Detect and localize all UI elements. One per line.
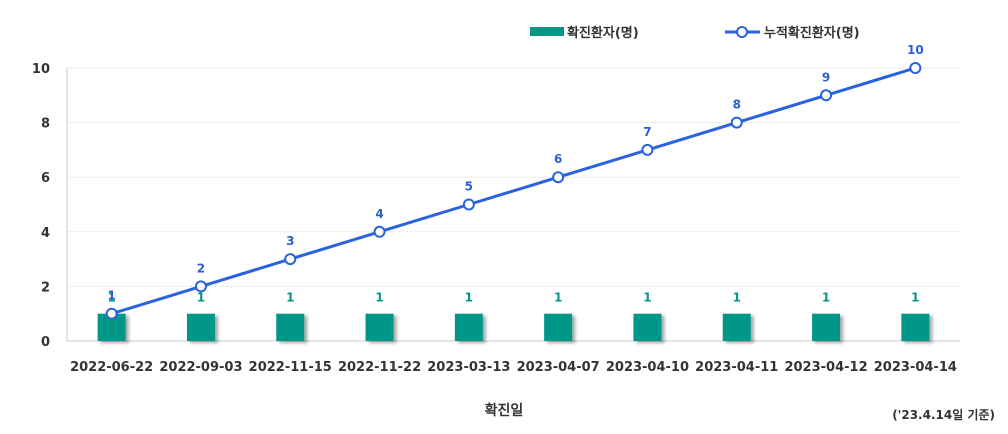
bar-data-label: 1 xyxy=(197,291,205,305)
line-data-label: 9 xyxy=(822,70,830,84)
bar xyxy=(454,313,483,341)
bar xyxy=(365,313,394,341)
line-point xyxy=(641,143,654,156)
line-data-label: 6 xyxy=(554,152,562,166)
x-tick-label: 2022-06-22 xyxy=(70,360,153,375)
x-tick-label: 2023-04-14 xyxy=(874,360,957,375)
line-point xyxy=(373,225,386,238)
legend-bar-label: 확진환자(명) xyxy=(567,25,639,41)
bar-data-label: 1 xyxy=(911,291,919,305)
y-tick-label: 6 xyxy=(41,171,50,186)
bar-data-label: 1 xyxy=(286,291,294,305)
y-tick-label: 0 xyxy=(41,335,50,350)
legend-bar-swatch xyxy=(530,27,564,36)
line-point xyxy=(105,307,118,320)
line-point xyxy=(730,116,743,129)
x-tick-label: 2023-04-07 xyxy=(517,360,600,375)
line-data-label: 1 xyxy=(107,289,115,303)
legend-line-marker xyxy=(736,26,748,38)
x-axis: 2022-06-22 2022-09-03 2022-11-15 2022-11-22… xyxy=(67,340,960,375)
legend: 확진환자(명) 누적확진환자(명) xyxy=(530,25,860,41)
x-axis-title: 확진일 xyxy=(485,402,524,419)
x-tick-label: 2022-11-15 xyxy=(249,360,332,375)
bar-series: 1 1 1 1 1 1 1 1 1 1 xyxy=(97,291,930,341)
x-tick-label: 2023-03-13 xyxy=(427,360,510,375)
line-point xyxy=(194,280,207,293)
x-tick-label: 2023-04-11 xyxy=(695,360,778,375)
line-point xyxy=(820,89,833,102)
bar xyxy=(901,313,930,341)
line-data-label: 3 xyxy=(286,234,294,248)
bar xyxy=(186,313,215,341)
line-point xyxy=(462,198,475,211)
bar-data-label: 1 xyxy=(822,291,830,305)
x-tick-label: 2022-11-22 xyxy=(338,360,421,375)
bar-data-label: 1 xyxy=(107,291,115,305)
x-tick-label: 2022-09-03 xyxy=(159,360,242,375)
line-series: 1 2 3 4 5 6 7 8 9 10 xyxy=(105,43,924,320)
y-tick-label: 4 xyxy=(41,226,50,241)
line-data-label: 5 xyxy=(465,180,473,194)
line-data-label: 4 xyxy=(375,207,383,221)
bar-data-label: 1 xyxy=(643,291,651,305)
bar xyxy=(276,313,305,341)
bar-data-label: 1 xyxy=(465,291,473,305)
legend-line-label: 누적확진환자(명) xyxy=(764,25,860,41)
grid-lines xyxy=(67,67,960,287)
bar-data-label: 1 xyxy=(733,291,741,305)
x-tick-label: 2023-04-10 xyxy=(606,360,689,375)
line-path xyxy=(111,66,916,316)
y-tick-label: 8 xyxy=(41,117,50,132)
x-tick-label: 2023-04-12 xyxy=(784,360,867,375)
y-tick-label: 2 xyxy=(41,280,50,295)
date-note: ('23.4.14일 기준) xyxy=(892,407,995,422)
bar xyxy=(722,313,751,341)
bar-data-label: 1 xyxy=(554,291,562,305)
line-data-label: 7 xyxy=(643,125,651,139)
line-point xyxy=(909,62,922,74)
y-tick-label: 10 xyxy=(32,62,50,77)
line-data-label: 8 xyxy=(733,98,741,112)
bar xyxy=(812,313,841,341)
line-data-label: 2 xyxy=(197,261,205,275)
bar xyxy=(633,313,662,341)
bar-data-label: 1 xyxy=(375,291,383,305)
line-data-label: 10 xyxy=(907,43,924,57)
y-axis: 0 2 4 6 8 10 xyxy=(32,62,68,350)
bar xyxy=(544,313,573,341)
line-point xyxy=(284,253,297,266)
line-point xyxy=(552,171,565,184)
